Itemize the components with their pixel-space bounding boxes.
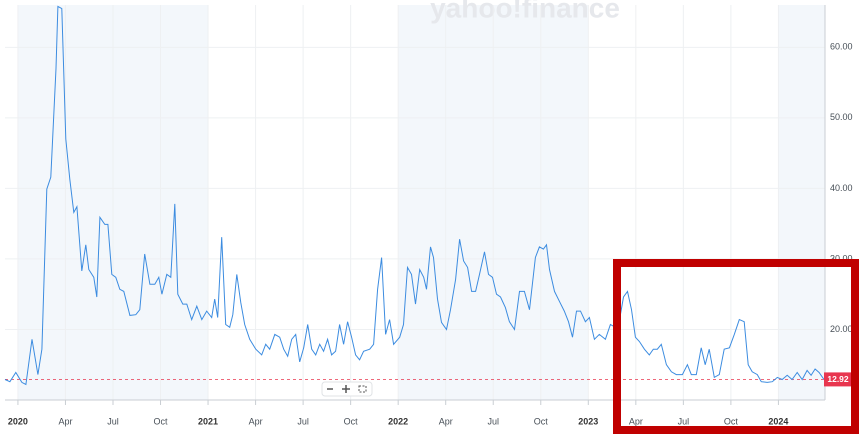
watermark: yahoo!finance	[430, 0, 620, 23]
last-value-badge	[824, 372, 852, 387]
zoom-controls[interactable]	[321, 381, 373, 397]
x-tick-label: Jul	[107, 416, 119, 426]
x-tick-label: Oct	[154, 416, 169, 426]
x-tick-label: Apr	[439, 416, 453, 426]
y-tick-label: 60.00	[830, 42, 853, 52]
year-band	[778, 5, 825, 400]
y-tick-label: 20.00	[830, 324, 853, 334]
x-tick-label: 2020	[8, 416, 28, 426]
price-line	[4, 5, 825, 386]
highlight-box	[613, 259, 859, 434]
last-value-label: 12.92	[827, 374, 849, 384]
x-tick-label: Oct	[344, 416, 359, 426]
y-tick-label: 50.00	[830, 112, 853, 122]
x-tick-label: Jul	[297, 416, 309, 426]
y-tick-label: 30.00	[830, 253, 853, 263]
x-tick-label: Apr	[58, 416, 72, 426]
x-tick-label: 2023	[578, 416, 598, 426]
x-tick-label: Apr	[629, 416, 643, 426]
x-tick-label: Jul	[487, 416, 499, 426]
x-tick-label: 2022	[388, 416, 408, 426]
x-tick-label: Jul	[678, 416, 690, 426]
x-tick-label: 2021	[198, 416, 218, 426]
zoom-reset[interactable]	[358, 385, 367, 393]
y-tick-label: 40.00	[830, 183, 853, 193]
plot-area: yahoo!finance 2020 Apr Jul Oct 2021 Apr Jul Oct…	[4, 0, 853, 426]
x-tick-label: 2024	[768, 416, 788, 426]
x-tick-label: Apr	[249, 416, 263, 426]
x-tick-label: Oct	[724, 416, 739, 426]
x-tick-label: Oct	[534, 416, 549, 426]
